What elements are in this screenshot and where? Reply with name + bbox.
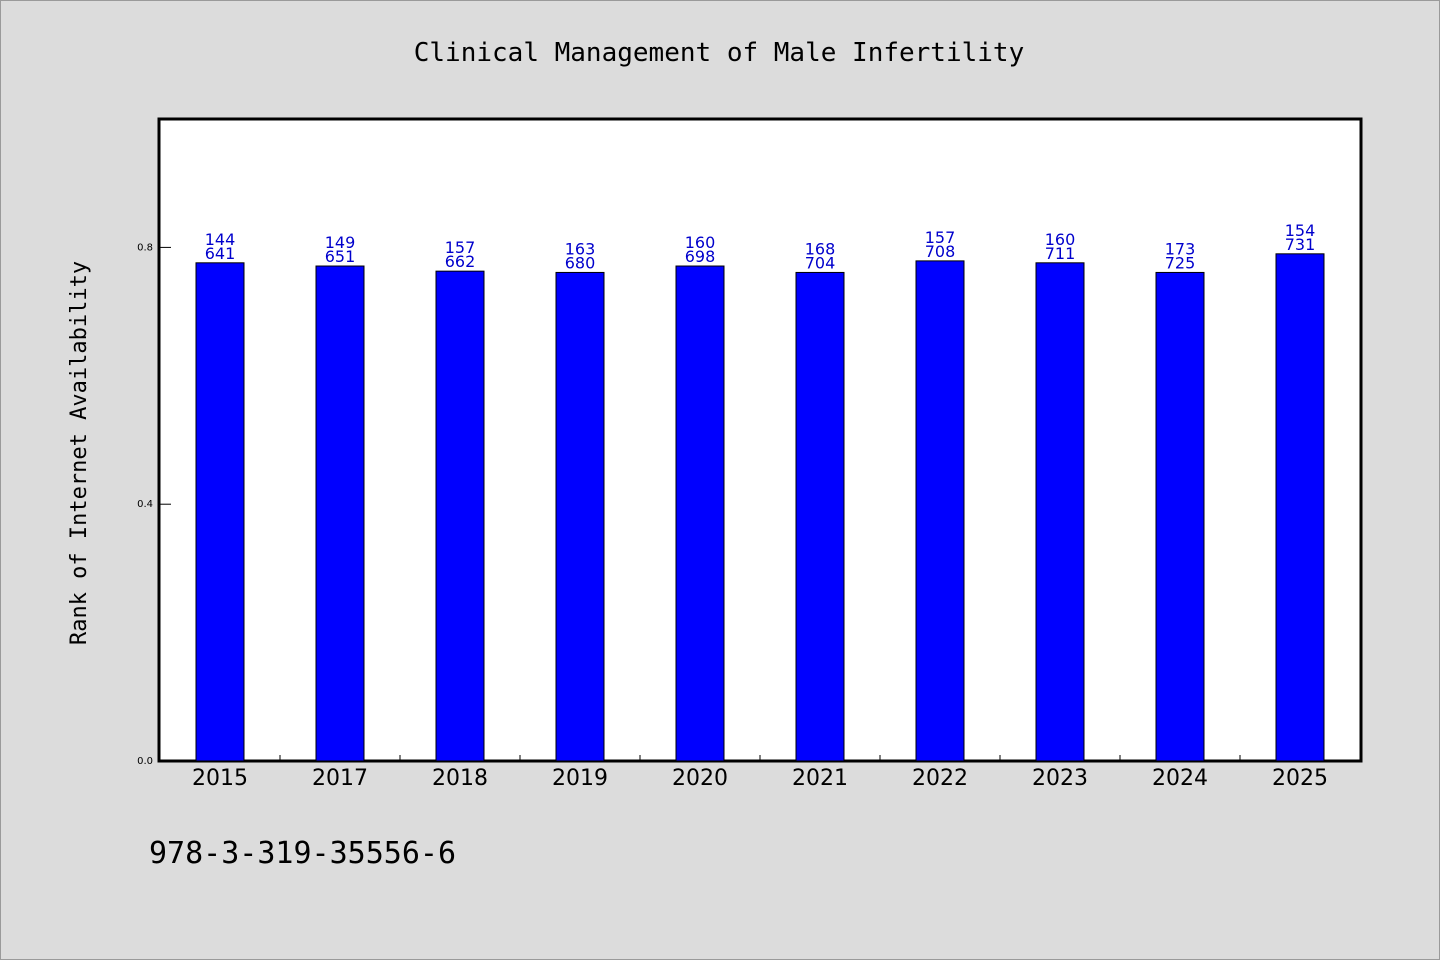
bar-label-top-2025: 154 (1285, 221, 1316, 240)
bar-label-top-2023: 160 (1045, 230, 1076, 249)
y-axis-ticks: 0.0 0.4 0.8 (137, 242, 171, 767)
y-axis-label: Rank of Internet Availability (67, 261, 92, 645)
bar-2025 (1275, 253, 1325, 762)
x-tick-label-2020: 2020 (672, 766, 728, 791)
x-tick-label-2015: 2015 (192, 766, 248, 791)
bar-label-bottom-2023: 711 (1045, 244, 1076, 263)
y-tick-label: 0.8 (137, 242, 153, 253)
bar-label-bottom-2021: 704 (805, 253, 836, 272)
bar-2022 (915, 260, 965, 762)
bar-label-top-2018: 157 (445, 238, 476, 257)
bar-2021 (795, 271, 845, 762)
bar-label-top-2019: 163 (565, 239, 596, 258)
bar-2017 (315, 265, 365, 762)
x-tick-label-2022: 2022 (912, 766, 968, 791)
bar-label-bottom-2024: 725 (1165, 253, 1196, 272)
bar-label-top-2017: 149 (325, 233, 356, 252)
x-tick-label-2018: 2018 (432, 766, 488, 791)
bar-label-top-2022: 157 (925, 228, 956, 247)
x-axis-ticks: 2015 2017 2018 2019 2020 2021 2022 2023 2024 2025 (192, 755, 1328, 791)
y-tick-label: 0.0 (137, 756, 153, 767)
bar-label-top-2024: 173 (1165, 239, 1196, 258)
x-tick-label-2025: 2025 (1272, 766, 1328, 791)
bar-label-bottom-2017: 651 (325, 247, 356, 266)
bar-label-bottom-2015: 641 (205, 244, 236, 263)
bar-label-top-2021: 168 (805, 239, 836, 258)
bar-label-bottom-2020: 698 (685, 247, 716, 266)
bar-label-bottom-2018: 662 (445, 252, 476, 271)
isbn-label: 978-3-319-35556-6 (149, 836, 456, 871)
bar-label-top-2020: 160 (685, 233, 716, 252)
x-tick-label-2017: 2017 (312, 766, 368, 791)
bar-2018 (435, 270, 485, 762)
bar-2024 (1155, 271, 1205, 762)
x-tick-label-2021: 2021 (792, 766, 848, 791)
bar-label-bottom-2019: 680 (565, 253, 596, 272)
y-tick-label: 0.4 (137, 499, 153, 510)
bar-label-bottom-2025: 731 (1285, 235, 1316, 254)
bar-2020 (675, 265, 725, 762)
chart-title: Clinical Management of Male Infertility (414, 38, 1024, 68)
bar-label-top-2015: 144 (205, 230, 236, 249)
x-tick-label-2023: 2023 (1032, 766, 1088, 791)
bar-label-bottom-2022: 708 (925, 242, 956, 261)
x-tick-label-2024: 2024 (1152, 766, 1208, 791)
bar-2015 (195, 262, 245, 762)
bar-2019 (555, 271, 605, 762)
x-tick-label-2019: 2019 (552, 766, 608, 791)
bar-2023 (1035, 262, 1085, 762)
